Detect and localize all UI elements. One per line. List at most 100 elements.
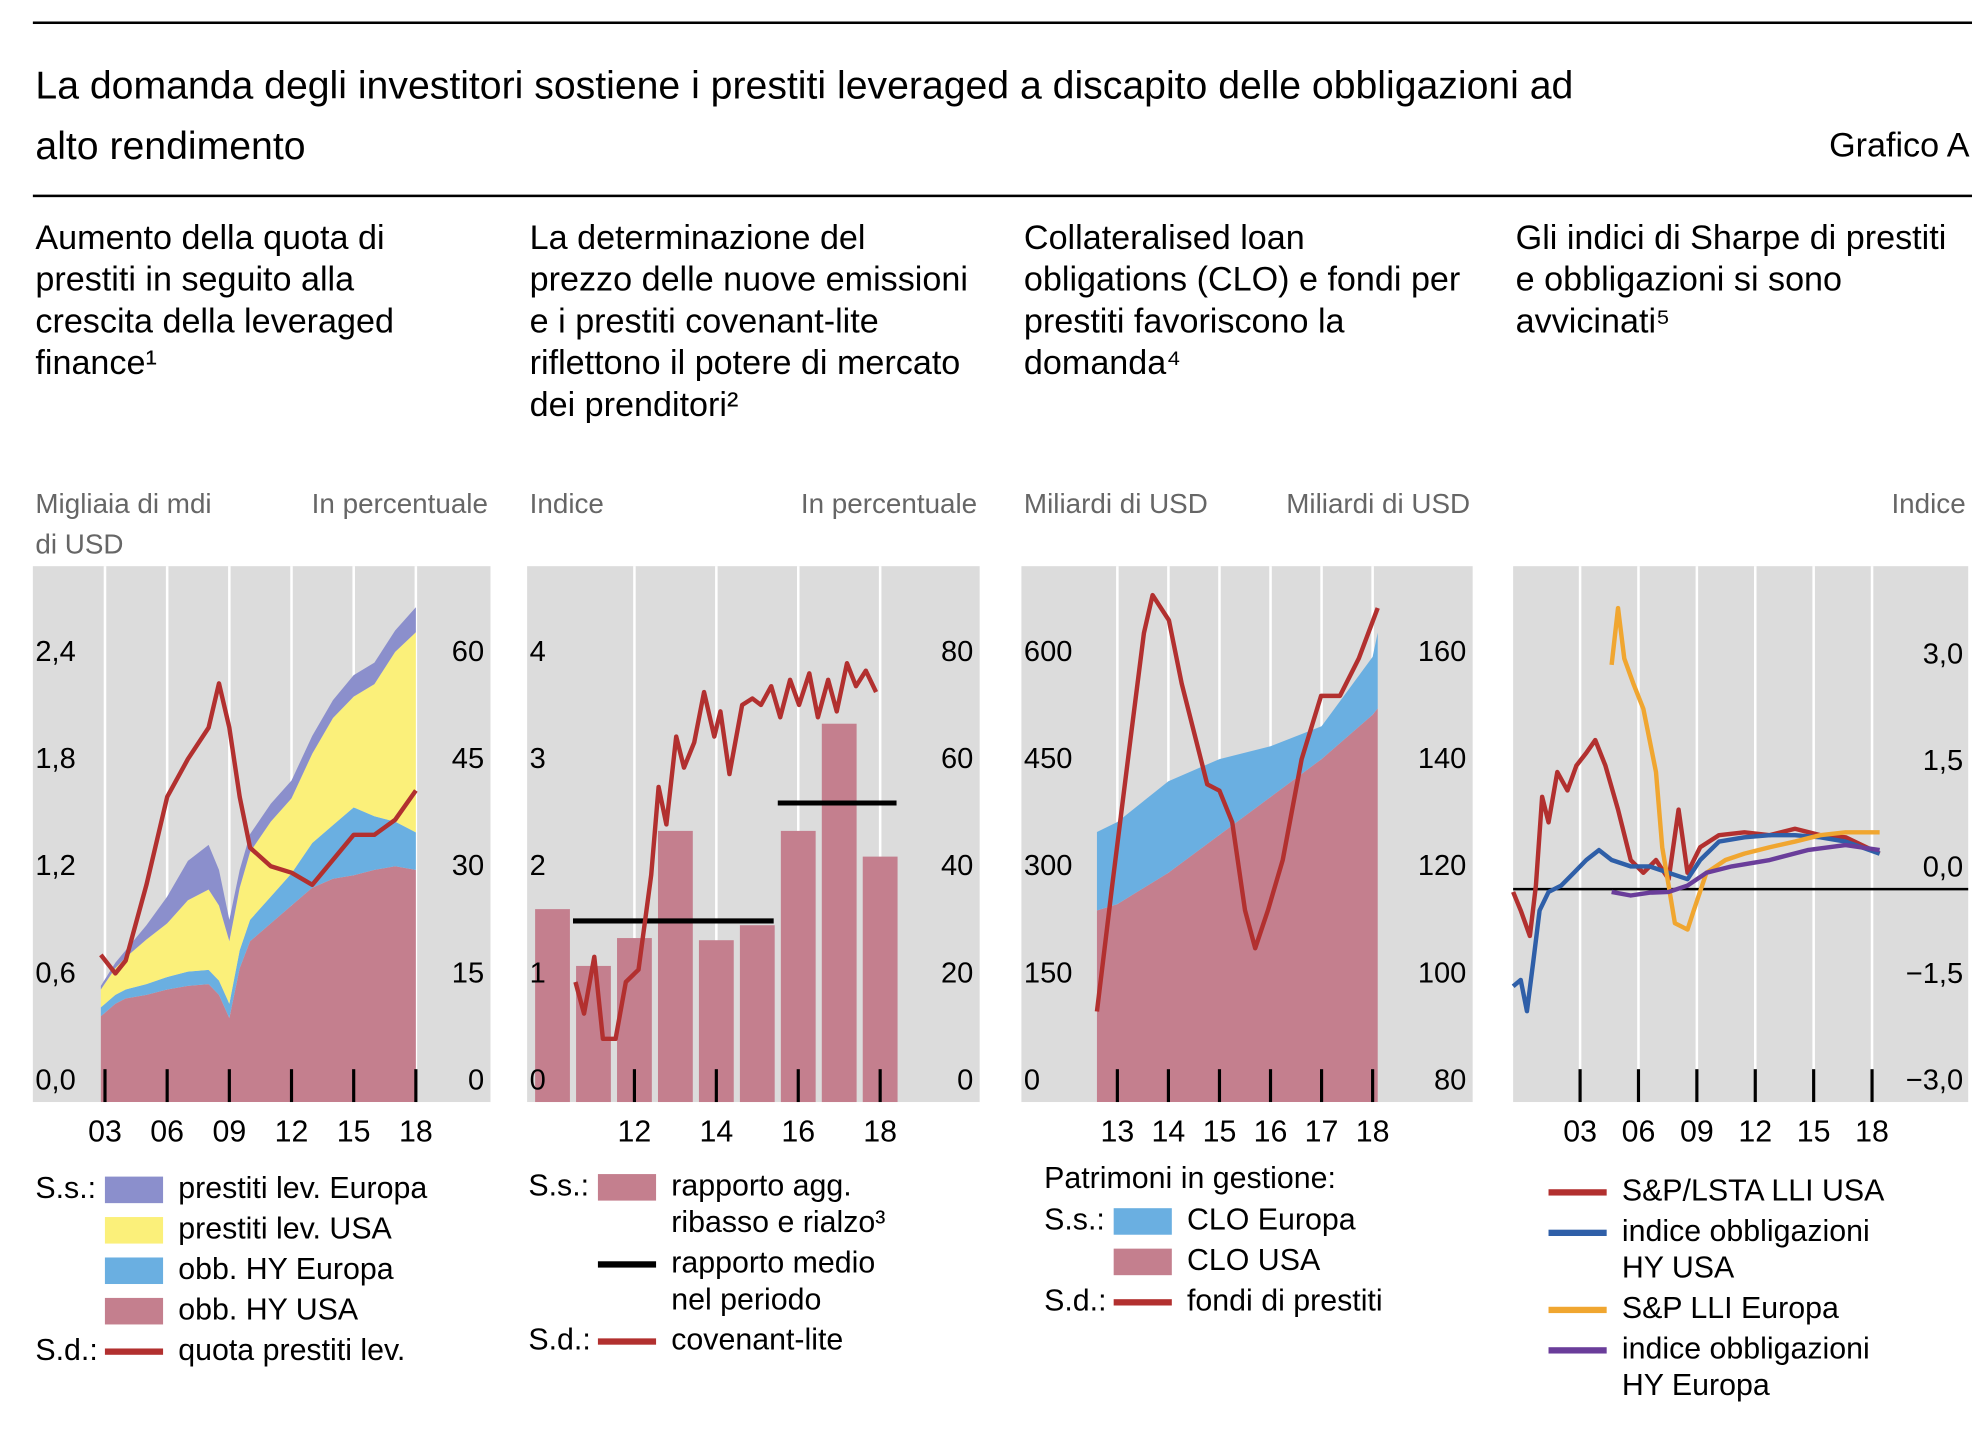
figure-label: Grafico A (1829, 126, 1970, 165)
y-tick-label: 2,4 (35, 636, 75, 668)
y-tick-label: 1,2 (35, 850, 75, 882)
x-tick-label: 15 (1797, 1116, 1831, 1149)
x-tick-label: 09 (1680, 1116, 1714, 1149)
y2-axis-label: Miliardi di USD (1286, 487, 1471, 520)
x-tick-label: 03 (88, 1116, 122, 1149)
legend-swatch (597, 1338, 657, 1345)
y2-axis-label: In percentuale (311, 487, 488, 520)
y2-tick-label: 80 (1434, 1064, 1466, 1096)
y-tick-label: 450 (1024, 743, 1073, 775)
y-tick-label: 1,5 (1923, 745, 1963, 777)
line (1094, 592, 1380, 1012)
legend-label: rapporto medio nel periodo (671, 1246, 876, 1317)
legend: S.s.: prestiti lev. Europa prestiti lev. U… (35, 1170, 469, 1372)
x-tick-label: 14 (1152, 1116, 1186, 1149)
y-tick-label: 0,0 (1923, 852, 1963, 884)
legend-label: indice obbligazioni HY USA (1621, 1214, 1870, 1286)
legend-item: prestiti lev. USA (35, 1211, 469, 1248)
panel-title: Collateralised loan obligations (CLO) e … (1023, 218, 1461, 382)
legend-swatch (104, 1257, 164, 1285)
y-tick-label: 150 (1024, 957, 1073, 989)
legend-item: indice obbligazioni HY Europa (1548, 1331, 1911, 1404)
legend-swatch (1548, 1189, 1607, 1196)
y2-axis-label: In percentuale (800, 487, 978, 520)
bar (780, 830, 816, 1103)
legend-label: CLO USA (1186, 1243, 1321, 1278)
y-tick-label: −3,0 (1906, 1064, 1963, 1096)
line (1609, 605, 1880, 932)
bar (576, 965, 611, 1103)
y-tick-label: 1 (530, 957, 546, 989)
legend-label: prestiti lev. USA (178, 1211, 392, 1247)
x-tick-label: 17 (1305, 1116, 1339, 1149)
bar (862, 856, 898, 1103)
area (1096, 708, 1378, 1103)
legend-item: S.s.: rapporto agg. ribasso e rialzo³ (528, 1168, 917, 1241)
legend-item: obb. HY Europa (35, 1251, 469, 1288)
y2-tick-label: 15 (452, 957, 484, 989)
bar (739, 925, 775, 1103)
area (100, 632, 416, 1008)
legend-swatch (1548, 1229, 1607, 1236)
y-tick-label: 2 (530, 850, 546, 882)
x-tick-label: 18 (1356, 1116, 1390, 1149)
header-rule (32, 194, 1972, 198)
y2-tick-label: 0 (468, 1064, 484, 1096)
legend-title: Patrimoni in gestione: (1044, 1161, 1336, 1196)
legend-swatch (1113, 1248, 1172, 1276)
x-tick-label: 12 (1738, 1116, 1772, 1149)
x-tick-label: 09 (212, 1116, 246, 1149)
line (573, 660, 879, 1042)
y2-tick-label: 160 (1418, 636, 1467, 668)
legend-prefix: S.s.: (528, 1169, 590, 1204)
figure-title: La domanda degli investitori sostiene i … (35, 63, 1574, 169)
line (1511, 832, 1881, 1014)
legend-item: S.d.: quota prestiti lev. (35, 1332, 469, 1369)
legend-swatch (1113, 1299, 1172, 1306)
legend: S&P/LSTA LLI USA indice obbligazioni HY U… (1548, 1173, 1911, 1408)
legend-label: CLO Europa (1186, 1203, 1356, 1238)
legend-swatch (104, 1217, 164, 1244)
y2-tick-label: 140 (1418, 743, 1467, 775)
legend-label: covenant-lite (671, 1323, 844, 1358)
x-tick-label: 18 (399, 1116, 433, 1149)
legend-item: S&P/LSTA LLI USA (1548, 1173, 1911, 1210)
legend-label: S&P LLI Europa (1621, 1291, 1839, 1326)
legend-item: indice obbligazioni HY USA (1548, 1213, 1911, 1286)
y2-tick-label: 120 (1418, 850, 1467, 882)
panel-title: Gli indici di Sharpe di prestiti e obbli… (1515, 218, 1947, 340)
y-tick-label: 3,0 (1923, 639, 1963, 671)
legend-item: S.s.: prestiti lev. Europa (35, 1170, 469, 1207)
x-tick-label: 06 (150, 1116, 184, 1149)
legend-item: obb. HY USA (35, 1292, 469, 1329)
y-tick-label: 0 (1024, 1064, 1040, 1096)
y-axis-label: Indice (529, 487, 604, 520)
y2-tick-label: 30 (452, 850, 484, 882)
legend-label: prestiti lev. Europa (178, 1171, 428, 1206)
y2-tick-label: 60 (452, 636, 484, 668)
x-tick-label: 18 (1855, 1116, 1889, 1149)
y2-tick-label: 20 (941, 957, 973, 989)
y-tick-label: 0 (530, 1064, 546, 1096)
legend-swatch (597, 1174, 657, 1201)
legend-label: quota prestiti lev. (178, 1333, 406, 1368)
top-rule (32, 21, 1972, 25)
legend-item: rapporto medio nel periodo (528, 1245, 917, 1318)
x-tick-label: 12 (275, 1116, 309, 1149)
legend: S.s.: rapporto agg. ribasso e rialzo³ rapp… (528, 1168, 917, 1363)
y-tick-label: 0,0 (35, 1064, 75, 1096)
y-axis-label: Migliaia di mdi di USD (35, 487, 212, 560)
y2-tick-label: 45 (452, 743, 484, 775)
x-tick-label: 03 (1563, 1116, 1597, 1149)
y-tick-label: 4 (530, 636, 546, 668)
x-tick-label: 15 (1203, 1116, 1237, 1149)
area (100, 607, 416, 990)
panel-title: Aumento della quota di prestiti in segui… (35, 218, 394, 382)
area (100, 807, 416, 1019)
y-axis-label: Indice (1891, 487, 1966, 520)
legend-label: rapporto agg. ribasso e rialzo³ (671, 1169, 886, 1240)
line (1611, 842, 1880, 898)
x-tick-label: 12 (618, 1116, 652, 1149)
